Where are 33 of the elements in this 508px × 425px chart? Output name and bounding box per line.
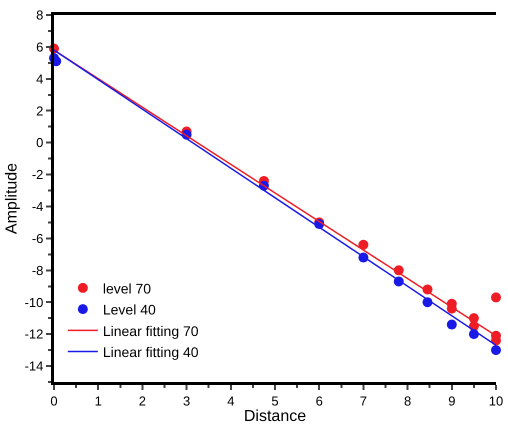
x-tick-label: 7 [360, 394, 368, 409]
point [446, 320, 457, 330]
y-tick-label: 6 [36, 39, 44, 54]
y-tick-label: 8 [36, 8, 44, 23]
y-tick-label: 2 [36, 103, 44, 118]
x-tick-label: 1 [94, 394, 102, 409]
y-tick-label: -10 [24, 294, 44, 310]
legend-label: level 70 [102, 280, 152, 296]
legend-label: Level 40 [102, 302, 156, 318]
y-axis-title: Amplitude [4, 162, 21, 234]
y-tick-label: -2 [32, 167, 44, 182]
y-tick-label: -4 [32, 199, 44, 214]
point [491, 292, 501, 302]
point [358, 240, 368, 250]
point [491, 345, 501, 356]
y-tick-label: -14 [24, 358, 44, 374]
y-tick-label: 4 [36, 71, 44, 86]
y-tick-label: 0 [36, 135, 44, 150]
y-tick-label: -6 [32, 230, 44, 246]
y-tick-label: -12 [24, 326, 44, 342]
x-tick-label: 5 [271, 394, 279, 409]
x-tick-label: 4 [227, 394, 234, 409]
x-tick-label: 6 [316, 394, 323, 409]
y-tick-label: -8 [32, 262, 44, 278]
x-tick-label: 9 [448, 394, 456, 409]
x-tick-label: 2 [138, 394, 146, 409]
x-tick-label: 8 [404, 394, 412, 409]
x-tick-label: 0 [50, 394, 58, 409]
legend-label: Linear fitting 40 [102, 344, 199, 360]
x-tick-label: 10 [488, 394, 504, 409]
x-tick-label: 3 [182, 394, 190, 409]
legend-label: Linear fitting 70 [102, 322, 199, 339]
x-axis-title: Distance [244, 408, 306, 425]
